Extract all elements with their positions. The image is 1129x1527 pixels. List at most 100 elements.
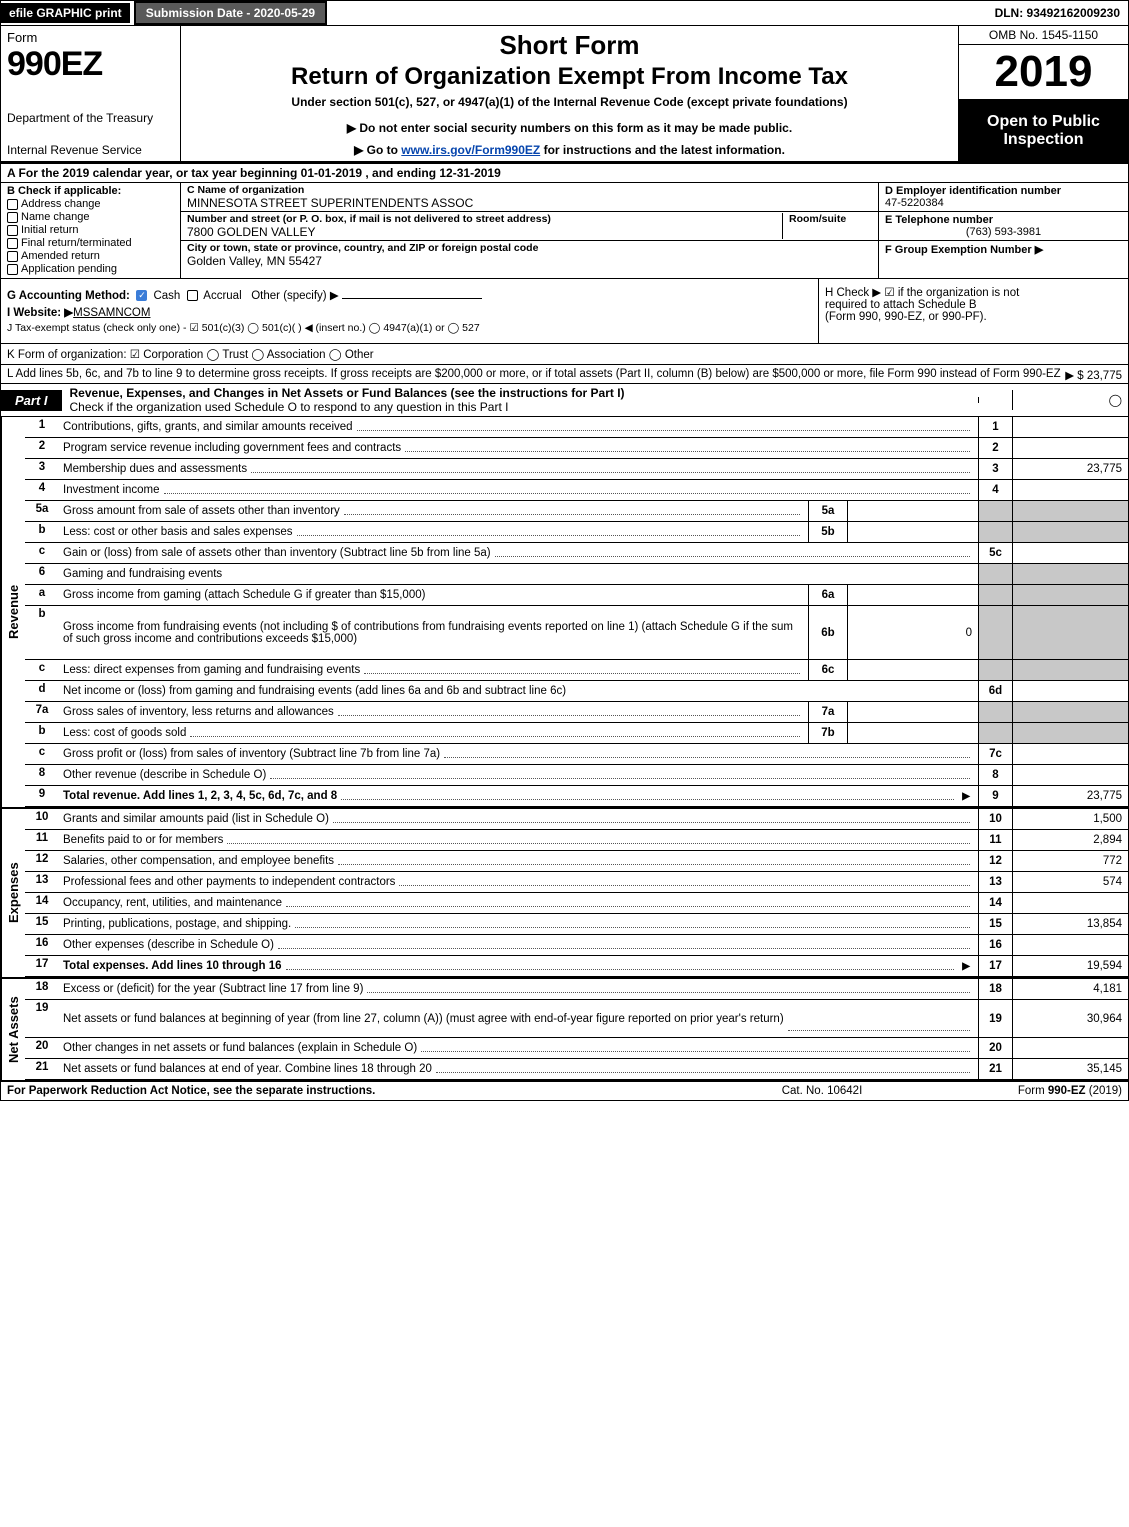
- row-rnum: 12: [978, 851, 1012, 871]
- row-desc: Occupancy, rent, utilities, and maintena…: [63, 897, 282, 909]
- other-specify-input[interactable]: [342, 298, 482, 299]
- row-rval: 772: [1012, 851, 1128, 871]
- part1-label: Part I: [1, 390, 62, 411]
- link-pre: ▶ Go to: [354, 143, 401, 157]
- footer-right-pre: Form: [1018, 1085, 1048, 1097]
- row-num: c: [25, 543, 59, 563]
- efile-label[interactable]: efile GRAPHIC print: [1, 3, 130, 23]
- row-desc: Less: cost of goods sold: [63, 727, 186, 739]
- inner-num: 5b: [808, 522, 848, 542]
- row-rval: [1012, 606, 1128, 659]
- row-rnum: 17: [978, 956, 1012, 976]
- row-num: b: [25, 606, 59, 659]
- row-3: 3 Membership dues and assessments 3 23,7…: [25, 459, 1128, 480]
- row-rnum: [978, 501, 1012, 521]
- row-rval: [1012, 1038, 1128, 1058]
- chk-amended-return[interactable]: Amended return: [7, 250, 174, 262]
- row-rval: 4,181: [1012, 979, 1128, 999]
- org-name-caption: C Name of organization: [187, 184, 872, 196]
- row-5b: b Less: cost or other basis and sales ex…: [25, 522, 1128, 543]
- inner-val: [848, 660, 978, 680]
- l-text: L Add lines 5b, 6c, and 7b to line 9 to …: [7, 368, 1061, 380]
- org-addr-caption: Number and street (or P. O. box, if mail…: [187, 213, 782, 225]
- chk-initial-return[interactable]: Initial return: [7, 224, 174, 236]
- row-rnum: 13: [978, 872, 1012, 892]
- org-addr-row: Number and street (or P. O. box, if mail…: [181, 212, 878, 241]
- ein-cell: D Employer identification number 47-5220…: [879, 183, 1128, 212]
- row-desc: Total revenue. Add lines 1, 2, 3, 4, 5c,…: [63, 790, 337, 802]
- row-12: 12 Salaries, other compensation, and emp…: [25, 851, 1128, 872]
- row-rnum: 7c: [978, 744, 1012, 764]
- part1-check-val[interactable]: ◯: [1012, 390, 1128, 410]
- row-rval: 1,500: [1012, 809, 1128, 829]
- chk-cash[interactable]: [136, 290, 147, 301]
- inner-val: [848, 723, 978, 743]
- ein-value: 47-5220384: [885, 197, 1122, 209]
- row-rnum: 15: [978, 914, 1012, 934]
- org-addr-value: 7800 GOLDEN VALLEY: [187, 225, 782, 239]
- row-21: 21 Net assets or fund balances at end of…: [25, 1059, 1128, 1080]
- footer-left: For Paperwork Reduction Act Notice, see …: [7, 1085, 722, 1097]
- header-row: Form 990EZ Department of the Treasury In…: [0, 26, 1129, 164]
- row-rnum: 20: [978, 1038, 1012, 1058]
- row-desc: Gross income from fundraising events (no…: [63, 621, 804, 645]
- row-rnum: [978, 522, 1012, 542]
- chk-final-return[interactable]: Final return/terminated: [7, 237, 174, 249]
- under-section: Under section 501(c), 527, or 4947(a)(1)…: [189, 95, 950, 109]
- chk-application-pending[interactable]: Application pending: [7, 263, 174, 275]
- gh-left: G Accounting Method: Cash Accrual Other …: [1, 279, 818, 343]
- inner-num: 6c: [808, 660, 848, 680]
- row-num: 8: [25, 765, 59, 785]
- row-18: 18 Excess or (deficit) for the year (Sub…: [25, 979, 1128, 1000]
- row-desc: Less: direct expenses from gaming and fu…: [63, 664, 360, 676]
- row-desc: Net income or (loss) from gaming and fun…: [63, 685, 566, 697]
- row-num: 20: [25, 1038, 59, 1058]
- cash-label: Cash: [153, 290, 180, 302]
- chk-label: Initial return: [21, 224, 78, 236]
- omb-number: OMB No. 1545-1150: [959, 26, 1128, 45]
- row-6d: d Net income or (loss) from gaming and f…: [25, 681, 1128, 702]
- row-rval: 30,964: [1012, 1000, 1128, 1037]
- tel-cell: E Telephone number (763) 593-3981: [879, 212, 1128, 241]
- row-17: 17 Total expenses. Add lines 10 through …: [25, 956, 1128, 977]
- row-rval: 574: [1012, 872, 1128, 892]
- col-b-header: B Check if applicable:: [7, 185, 174, 197]
- inner-num: 7b: [808, 723, 848, 743]
- row-num: 21: [25, 1059, 59, 1079]
- side-netassets: Net Assets: [1, 979, 25, 1080]
- inner-val: [848, 522, 978, 542]
- row-num: 19: [25, 1000, 59, 1037]
- chk-address-change[interactable]: Address change: [7, 198, 174, 210]
- form-number: 990EZ: [7, 45, 174, 84]
- row-rnum: 16: [978, 935, 1012, 955]
- j-tax-exempt: J Tax-exempt status (check only one) - ☑…: [7, 322, 812, 334]
- row-desc: Net assets or fund balances at end of ye…: [63, 1063, 432, 1075]
- row-5c: c Gain or (loss) from sale of assets oth…: [25, 543, 1128, 564]
- row-desc: Gross sales of inventory, less returns a…: [63, 706, 334, 718]
- row-desc: Contributions, gifts, grants, and simila…: [63, 421, 353, 433]
- chk-accrual[interactable]: [187, 290, 198, 301]
- k-form-org: K Form of organization: ☑ Corporation ◯ …: [0, 344, 1129, 365]
- irs-link[interactable]: www.irs.gov/Form990EZ: [401, 143, 540, 157]
- netassets-section: Net Assets 18 Excess or (deficit) for th…: [0, 977, 1129, 1080]
- g-label: G Accounting Method:: [7, 290, 130, 302]
- row-9: 9 Total revenue. Add lines 1, 2, 3, 4, 5…: [25, 786, 1128, 807]
- org-name-row: C Name of organization MINNESOTA STREET …: [181, 183, 878, 212]
- website-value[interactable]: MSSAMNCOM: [73, 307, 150, 319]
- row-num: 5a: [25, 501, 59, 521]
- row-rval: 23,775: [1012, 459, 1128, 479]
- ein-caption: D Employer identification number: [885, 185, 1122, 197]
- l-gross-receipts: L Add lines 5b, 6c, and 7b to line 9 to …: [0, 365, 1129, 384]
- section-a-taxyear: A For the 2019 calendar year, or tax yea…: [0, 164, 1129, 183]
- submission-date: Submission Date - 2020-05-29: [134, 1, 327, 25]
- row-num: 12: [25, 851, 59, 871]
- chk-name-change[interactable]: Name change: [7, 211, 174, 223]
- other-label: Other (specify) ▶: [251, 290, 338, 302]
- org-city-caption: City or town, state or province, country…: [187, 242, 872, 254]
- col-d-info: D Employer identification number 47-5220…: [878, 183, 1128, 278]
- h-line2: required to attach Schedule B: [825, 299, 1122, 311]
- row-16: 16 Other expenses (describe in Schedule …: [25, 935, 1128, 956]
- row-desc: Gross profit or (loss) from sales of inv…: [63, 748, 440, 760]
- row-rval: [1012, 564, 1128, 584]
- row-rnum: 14: [978, 893, 1012, 913]
